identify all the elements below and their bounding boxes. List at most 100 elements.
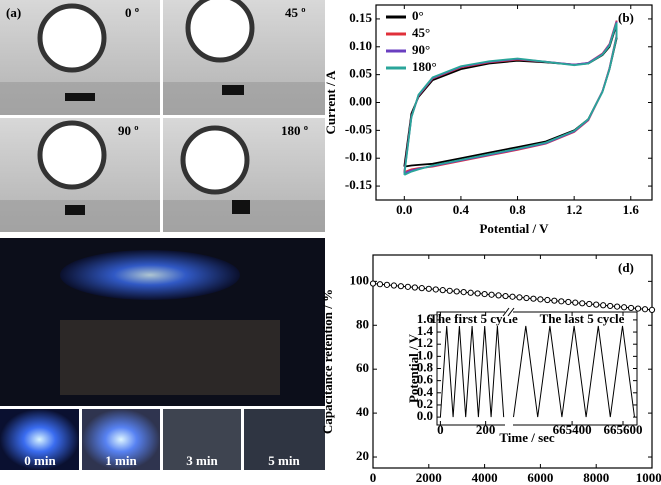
y-tick-label: 0.8 bbox=[417, 359, 434, 374]
data-point bbox=[481, 290, 488, 298]
y-tick-label: -0.15 bbox=[345, 177, 373, 192]
device bbox=[65, 205, 85, 215]
angle-label: 180 º bbox=[281, 123, 308, 138]
y-tick-label: 0.10 bbox=[349, 38, 372, 53]
y-tick-label: 0.05 bbox=[349, 66, 372, 81]
y-tick-label: 0.6 bbox=[417, 372, 434, 387]
data-point bbox=[537, 296, 544, 303]
x-tick-label: 0.0 bbox=[396, 202, 412, 217]
data-line bbox=[403, 24, 618, 168]
photo bbox=[163, 409, 241, 470]
data-point bbox=[516, 294, 523, 301]
data-point bbox=[432, 286, 439, 293]
plot-frame bbox=[372, 254, 653, 469]
data-point bbox=[495, 292, 502, 299]
data-point bbox=[600, 302, 607, 309]
data-point bbox=[453, 288, 460, 295]
y-tick-label: 80 bbox=[356, 316, 369, 331]
data-point bbox=[523, 294, 530, 302]
data-line bbox=[513, 325, 635, 418]
break-gap bbox=[505, 305, 513, 319]
data-point bbox=[425, 285, 432, 292]
time-label: 0 min bbox=[24, 453, 56, 468]
data-point bbox=[558, 298, 565, 305]
angle-label: 45 º bbox=[285, 5, 306, 20]
x-tick-label: 200 bbox=[476, 422, 496, 437]
x-tick-label: 6000 bbox=[527, 470, 553, 485]
x-tick-label: 665600 bbox=[604, 422, 643, 437]
y-tick-label: -0.10 bbox=[345, 149, 372, 164]
inset-x-label: Time / sec bbox=[499, 430, 555, 445]
logo bbox=[180, 125, 250, 195]
data-point bbox=[418, 285, 425, 292]
x-tick-label: 1.6 bbox=[623, 202, 640, 217]
data-point bbox=[369, 280, 377, 287]
logo bbox=[185, 0, 255, 63]
x-tick-label: 2000 bbox=[416, 470, 442, 485]
photo bbox=[244, 409, 325, 470]
data-point bbox=[641, 306, 649, 313]
x-tick-label: 10000 bbox=[636, 470, 661, 485]
y-tick-label: -0.05 bbox=[345, 121, 373, 136]
y-tick-label: 1.4 bbox=[417, 323, 434, 338]
data-point bbox=[411, 284, 418, 291]
data-point bbox=[488, 291, 495, 298]
break-gap bbox=[505, 420, 513, 430]
data-point bbox=[586, 300, 593, 308]
data-point bbox=[390, 282, 398, 289]
time-label: 1 min bbox=[105, 453, 137, 468]
inset-annotation: The first 5 cycle bbox=[429, 311, 518, 326]
data-point bbox=[397, 283, 404, 290]
x-tick-label: 0 bbox=[437, 422, 444, 437]
break-mark bbox=[502, 307, 510, 317]
data-point bbox=[467, 289, 474, 296]
data-point bbox=[551, 297, 558, 304]
panel-label: (a) bbox=[6, 5, 21, 20]
legend-label: 90° bbox=[412, 42, 430, 57]
inset-break bbox=[502, 305, 515, 430]
data-point bbox=[509, 293, 516, 300]
y-tick-label: 100 bbox=[350, 272, 370, 287]
data-point bbox=[383, 281, 391, 288]
y-tick-label: 60 bbox=[356, 360, 369, 375]
y-tick-label: 0.0 bbox=[417, 408, 433, 423]
x-tick-label: 0 bbox=[370, 470, 377, 485]
photo-grid: (a) 0 º 45 º 90 º 180 º bbox=[0, 0, 325, 232]
device bbox=[222, 85, 244, 95]
time-label: 5 min bbox=[268, 453, 300, 468]
time-label: 3 min bbox=[186, 453, 218, 468]
x-axis-label: Potential / V bbox=[479, 221, 549, 236]
data-line bbox=[403, 22, 618, 176]
y-tick-label: 1.0 bbox=[417, 347, 433, 362]
x-tick-label: 4000 bbox=[472, 470, 498, 485]
data-point bbox=[579, 300, 586, 307]
data-point bbox=[376, 281, 384, 288]
x-tick-label: 8000 bbox=[583, 470, 609, 485]
y-tick-label: 1.6 bbox=[417, 311, 434, 326]
photo bbox=[0, 409, 79, 470]
device bbox=[60, 320, 280, 395]
data-point bbox=[446, 287, 453, 294]
data-point bbox=[530, 295, 537, 302]
break-mark bbox=[507, 307, 515, 317]
data-point bbox=[621, 304, 628, 311]
data-point bbox=[502, 292, 509, 300]
y-tick-label: 1.2 bbox=[417, 335, 433, 350]
y-tick-label: 0.2 bbox=[417, 396, 433, 411]
y-tick-label: 20 bbox=[356, 448, 369, 463]
y-tick-label: 0.4 bbox=[417, 384, 434, 399]
panel-label: (d) bbox=[618, 260, 634, 275]
data-point bbox=[572, 299, 579, 306]
legend-label: 180° bbox=[412, 59, 437, 74]
data-point bbox=[565, 298, 572, 306]
data-point bbox=[648, 306, 656, 313]
data-point bbox=[544, 296, 551, 304]
x-tick-label: 0.4 bbox=[453, 202, 470, 217]
y-tick-label: 0.00 bbox=[349, 93, 372, 108]
x-tick-label: 665400 bbox=[553, 422, 592, 437]
data-point bbox=[460, 289, 467, 296]
glow bbox=[60, 250, 240, 300]
table bbox=[0, 200, 160, 232]
data-point bbox=[439, 287, 446, 294]
